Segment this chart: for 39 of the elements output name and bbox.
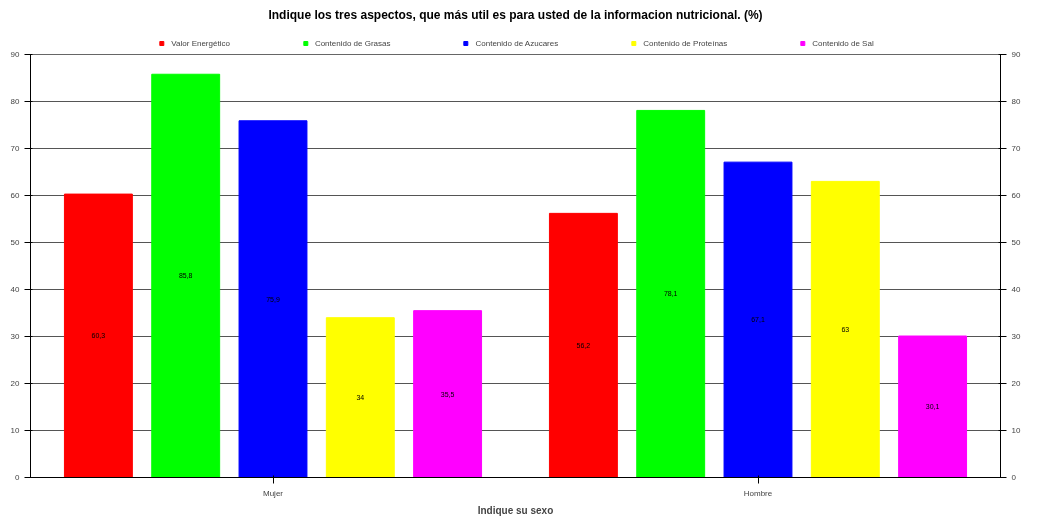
y-tick-label: 70 [10,144,21,153]
bar [325,317,395,478]
y-tick-label: 80 [10,97,21,106]
x-axis-title: Indique su sexo [477,504,554,516]
bar [810,180,880,478]
legend-label: Contenido de Proteínas [643,38,728,48]
y-tick-label: 90 [10,50,21,59]
y2-tick-label: 70 [1011,144,1021,153]
y2-tick-label: 0 [1011,473,1017,482]
bar [898,335,968,478]
bar [413,310,483,478]
y-tick-label: 30 [10,332,21,341]
y2-tick-label: 60 [1011,191,1021,200]
y2-tick-label: 50 [1011,238,1021,247]
y2-tick-label: 10 [1011,426,1021,435]
y2-tick-label: 40 [1011,285,1021,294]
y2-tick-label: 90 [1011,50,1021,59]
bar [723,161,793,478]
y2-tick-label: 30 [1011,332,1021,341]
bar [548,212,618,478]
y2-tick-label: 80 [1011,97,1021,106]
y-tick-label: 50 [10,238,21,247]
y2-tick-label: 20 [1011,379,1021,388]
y-tick-label: 10 [10,426,21,435]
legend-label: Contenido de Sal [812,38,874,48]
y-tick-label: 0 [15,473,21,482]
x-tick-label: Mujer [263,488,284,498]
legend-label: Contenido de Azucares [475,38,559,48]
y-tick-label: 20 [10,379,21,388]
bar [63,193,133,478]
y-tick-label: 40 [10,285,21,294]
bar [636,109,706,478]
bar [238,120,308,478]
bar [151,73,221,478]
x-tick-label: Hombre [743,488,773,498]
legend-label: Contenido de Grasas [314,38,391,48]
chart-title: Indique los tres aspectos, que más util es para usted de la informacion nutricional. (%) [268,7,763,22]
y-tick-label: 60 [10,191,21,200]
legend-label: Valor Energético [171,38,230,48]
